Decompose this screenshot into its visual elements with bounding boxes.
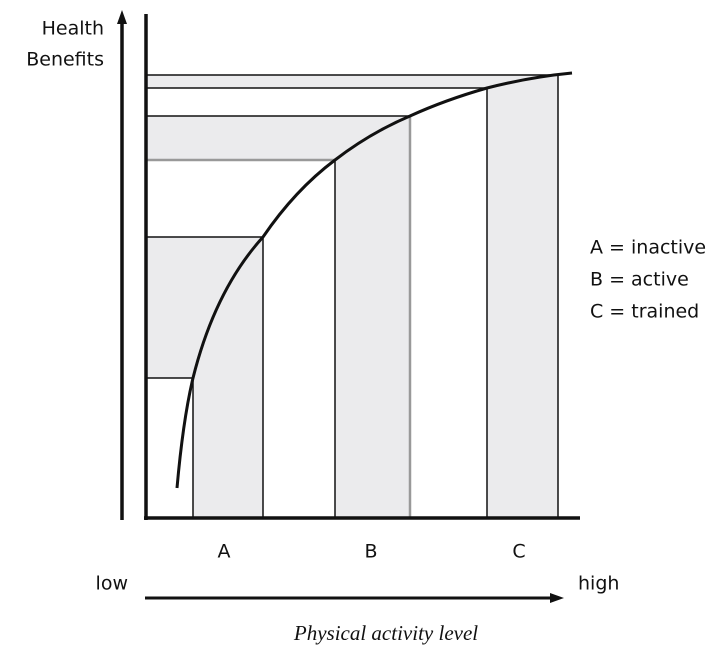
band-label: C [512,541,525,563]
x-arrow-head [550,593,564,603]
legend-entry: A = inactive [590,237,706,259]
x-label: Physical activity level [293,621,478,645]
band-c-level [145,74,558,88]
benefit-curve [175,71,573,489]
band-a-level [145,237,263,378]
band-b [335,116,410,518]
legend-entry: B = active [590,269,689,291]
band-b-level [145,116,410,160]
y-label: Benefits [26,49,104,71]
y-label: Health [42,18,104,40]
legend-entry: C = trained [590,301,699,323]
band-a [193,237,263,518]
y-arrow-head [117,10,127,24]
band-label: A [218,541,231,563]
high-label: high [578,573,619,595]
band-c [487,74,558,518]
band-lines [145,74,559,518]
low-label: low [96,573,128,595]
band-label: B [364,541,377,563]
